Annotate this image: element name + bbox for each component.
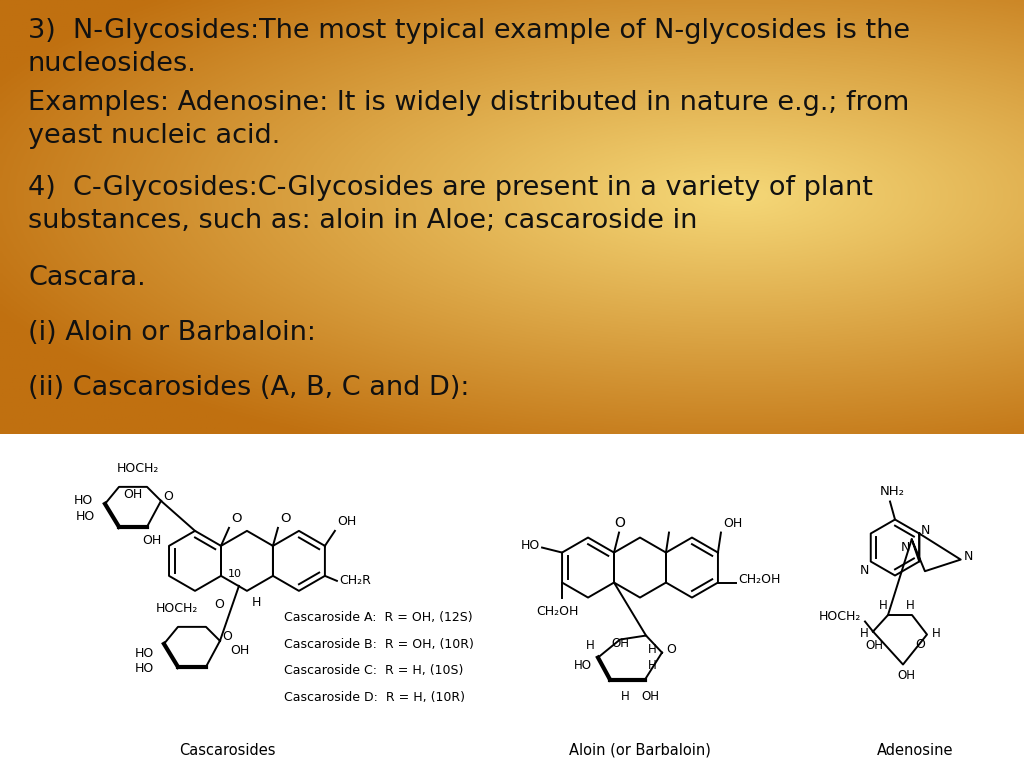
Text: O: O bbox=[614, 515, 626, 530]
Text: O: O bbox=[915, 638, 925, 651]
Text: O: O bbox=[222, 631, 231, 644]
Text: OH: OH bbox=[865, 638, 884, 651]
Text: OH: OH bbox=[611, 637, 629, 650]
Text: HOCH₂: HOCH₂ bbox=[117, 462, 159, 475]
Text: CH₂OH: CH₂OH bbox=[738, 573, 780, 586]
Text: O: O bbox=[163, 491, 173, 503]
Text: OH: OH bbox=[123, 488, 142, 501]
Text: N: N bbox=[922, 524, 931, 537]
Text: H: H bbox=[932, 627, 940, 640]
Text: Cascaroside C:  R = H, (10S): Cascaroside C: R = H, (10S) bbox=[284, 664, 463, 677]
Text: H: H bbox=[648, 643, 656, 656]
Text: OH: OH bbox=[641, 690, 659, 703]
Text: OH: OH bbox=[230, 644, 249, 657]
Text: H: H bbox=[648, 659, 656, 672]
Text: N: N bbox=[900, 541, 909, 554]
Text: HOCH₂: HOCH₂ bbox=[156, 602, 199, 615]
Text: CH₂R: CH₂R bbox=[339, 574, 371, 588]
Text: HO: HO bbox=[135, 662, 154, 675]
Text: OH: OH bbox=[897, 669, 915, 682]
Text: Cascara.: Cascara. bbox=[28, 265, 145, 291]
Text: N: N bbox=[859, 564, 868, 577]
Text: 4)  C-Glycosides:C-Glycosides are present in a variety of plant
substances, such: 4) C-Glycosides:C-Glycosides are present… bbox=[28, 175, 872, 234]
Text: (i) Aloin or Barbaloin:: (i) Aloin or Barbaloin: bbox=[28, 320, 315, 346]
Text: H: H bbox=[906, 599, 914, 612]
Text: H: H bbox=[252, 596, 261, 609]
Text: HO: HO bbox=[135, 647, 154, 660]
Text: CH₂OH: CH₂OH bbox=[536, 604, 579, 617]
Text: 3)  N-Glycosides:The most typical example of N-glycosides is the
nucleosides.: 3) N-Glycosides:The most typical example… bbox=[28, 18, 910, 77]
Text: 10: 10 bbox=[228, 569, 242, 579]
Text: Cascarosides: Cascarosides bbox=[179, 743, 275, 758]
Text: O: O bbox=[215, 598, 224, 611]
Text: NH₂: NH₂ bbox=[880, 485, 904, 498]
Text: Adenosine: Adenosine bbox=[877, 743, 953, 758]
Text: (ii) Cascarosides (A, B, C and D):: (ii) Cascarosides (A, B, C and D): bbox=[28, 375, 469, 401]
Text: Cascaroside A:  R = OH, (12S): Cascaroside A: R = OH, (12S) bbox=[284, 611, 472, 624]
Text: HOCH₂: HOCH₂ bbox=[818, 610, 861, 623]
Text: OH: OH bbox=[141, 535, 161, 548]
Text: OH: OH bbox=[337, 515, 356, 528]
Text: HO: HO bbox=[574, 659, 592, 672]
Text: O: O bbox=[666, 643, 676, 656]
Text: Aloin (or Barbaloin): Aloin (or Barbaloin) bbox=[569, 743, 711, 758]
Text: HO: HO bbox=[521, 539, 540, 552]
Text: Cascaroside D:  R = H, (10R): Cascaroside D: R = H, (10R) bbox=[284, 691, 465, 704]
Text: H: H bbox=[860, 627, 868, 640]
Text: H: H bbox=[880, 599, 888, 612]
Text: HO: HO bbox=[74, 495, 93, 508]
Text: N: N bbox=[964, 550, 973, 563]
Text: OH: OH bbox=[723, 517, 742, 530]
Text: O: O bbox=[280, 511, 291, 525]
Text: H: H bbox=[587, 639, 595, 652]
Text: H: H bbox=[621, 690, 630, 703]
Text: HO: HO bbox=[76, 511, 95, 523]
Text: Examples: Adenosine: It is widely distributed in nature e.g.; from
yeast nucleic: Examples: Adenosine: It is widely distri… bbox=[28, 90, 909, 149]
Text: Cascaroside B:  R = OH, (10R): Cascaroside B: R = OH, (10R) bbox=[284, 637, 474, 650]
Text: O: O bbox=[231, 511, 242, 525]
